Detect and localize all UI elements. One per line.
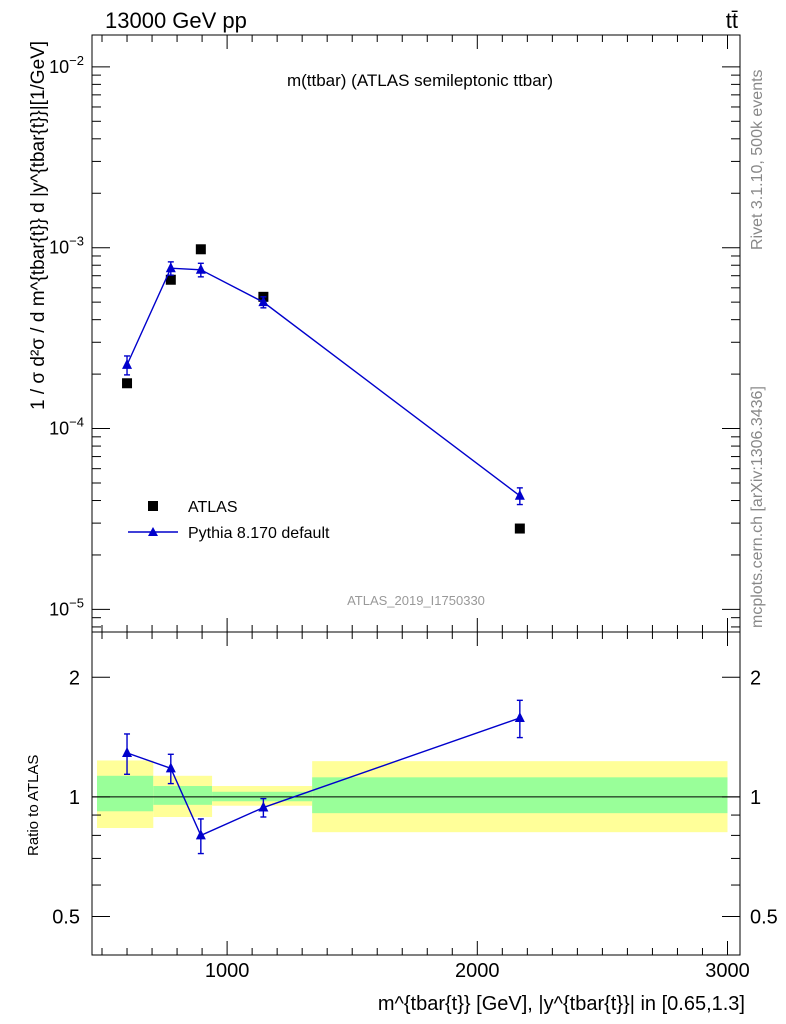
legend-pythia-marker <box>148 527 158 536</box>
legend-atlas-label: ATLAS <box>188 499 238 516</box>
legend-atlas-marker <box>148 501 158 511</box>
legend-pythia-label: Pythia 8.170 default <box>188 525 330 542</box>
pythia-point <box>122 358 133 369</box>
ratio-y-tick-label: 1 <box>69 787 80 809</box>
pythia-point <box>195 263 206 274</box>
ratio-y-tick-label: 0.5 <box>52 906 80 928</box>
ratio-y-tick-label: 2 <box>69 667 80 689</box>
legend: ATLAS Pythia 8.170 default <box>128 499 330 542</box>
ratio-point <box>514 711 525 722</box>
rivet-label: Rivet 3.1.10, 500k events <box>749 69 766 250</box>
y-tick-label: 10−3 <box>49 234 84 258</box>
ratio-y-tick-label-right: 2 <box>750 667 761 689</box>
analysis-label: ATLAS_2019_I1750330 <box>347 593 485 608</box>
ratio-point <box>258 801 269 812</box>
ratio-panel: Ratio to ATLAS m^{tbar{t}} [GeV], |y^{tb… <box>25 631 778 1015</box>
atlas-point <box>165 274 176 285</box>
pythia-line <box>126 267 521 497</box>
process-label: tt̄ <box>726 8 738 33</box>
pythia-point <box>258 296 269 307</box>
main-frame <box>91 34 741 633</box>
y-tick-label: 10−4 <box>49 415 84 439</box>
uncertainty-band-green <box>312 777 728 814</box>
chart-title: m(ttbar) (ATLAS semileptonic ttbar) <box>287 71 553 90</box>
y-tick-label: 10−2 <box>49 53 84 77</box>
atlas-point <box>122 378 133 389</box>
ratio-y-tick-label-right: 0.5 <box>750 906 778 928</box>
mcplots-label: mcplots.cern.ch [arXiv:1306.3436] <box>749 386 766 628</box>
y-axis-label: 1 / σ d²σ / d m^{tbar{t}} d |y^{tbar{t}}… <box>28 41 49 410</box>
atlas-point <box>514 523 525 534</box>
x-tick-label: 3000 <box>705 960 750 982</box>
x-axis-label: m^{tbar{t}} [GeV], |y^{tbar{t}}| in [0.6… <box>378 993 745 1015</box>
y-tick-label: 10−5 <box>49 595 84 619</box>
pythia-point <box>514 489 525 500</box>
ratio-point <box>165 762 176 773</box>
ratio-y-axis-label: Ratio to ATLAS <box>25 755 42 856</box>
x-tick-label: 1000 <box>205 960 250 982</box>
main-panel: m(ttbar) (ATLAS semileptonic ttbar) ATLA… <box>28 34 741 633</box>
pythia-point <box>165 262 176 273</box>
ratio-y-tick-label-right: 1 <box>750 787 761 809</box>
uncertainty-band-green <box>97 775 154 812</box>
energy-label: 13000 GeV pp <box>105 8 247 33</box>
ratio-point <box>195 829 206 840</box>
ratio-point <box>122 746 133 757</box>
atlas-point <box>195 244 206 255</box>
ratio-frame <box>91 631 741 956</box>
x-tick-label: 2000 <box>455 960 500 982</box>
